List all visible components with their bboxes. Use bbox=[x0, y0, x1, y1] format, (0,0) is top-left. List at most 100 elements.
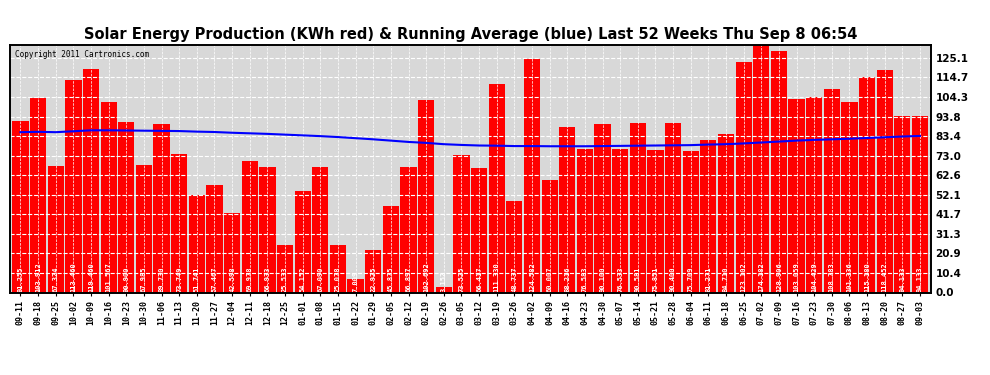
Bar bbox=[277, 244, 293, 292]
Bar bbox=[330, 246, 346, 292]
Bar bbox=[683, 150, 699, 292]
Text: 90.900: 90.900 bbox=[124, 266, 130, 292]
Bar bbox=[259, 167, 275, 292]
Bar bbox=[312, 167, 329, 292]
Text: 48.737: 48.737 bbox=[512, 266, 518, 292]
Text: 69.978: 69.978 bbox=[247, 266, 252, 292]
Bar bbox=[83, 69, 99, 292]
Text: Copyright 2011 Cartronics.com: Copyright 2011 Cartronics.com bbox=[15, 50, 148, 59]
Bar bbox=[577, 149, 593, 292]
Text: 104.429: 104.429 bbox=[811, 262, 817, 292]
Text: 108.783: 108.783 bbox=[829, 262, 835, 292]
Bar bbox=[788, 99, 805, 292]
Bar bbox=[665, 123, 681, 292]
Text: 102.692: 102.692 bbox=[423, 262, 429, 292]
Bar bbox=[542, 180, 557, 292]
Bar bbox=[753, 0, 769, 292]
Bar bbox=[471, 168, 487, 292]
Text: 67.985: 67.985 bbox=[141, 266, 147, 292]
Bar bbox=[436, 286, 451, 292]
Bar bbox=[295, 191, 311, 292]
Bar bbox=[806, 97, 823, 292]
Text: 174.182: 174.182 bbox=[758, 262, 764, 292]
Text: 25.533: 25.533 bbox=[282, 266, 288, 292]
Bar bbox=[894, 116, 911, 292]
Text: 81.271: 81.271 bbox=[705, 266, 712, 292]
Text: 89.730: 89.730 bbox=[158, 266, 164, 292]
Bar bbox=[171, 154, 187, 292]
Text: 66.933: 66.933 bbox=[264, 266, 270, 292]
Bar bbox=[718, 134, 735, 292]
Bar bbox=[189, 195, 205, 292]
Bar bbox=[153, 124, 169, 292]
Text: 118.452: 118.452 bbox=[882, 262, 888, 292]
Bar bbox=[647, 150, 663, 292]
Bar bbox=[206, 185, 223, 292]
Text: 67.090: 67.090 bbox=[318, 266, 324, 292]
Bar bbox=[418, 100, 435, 292]
Bar bbox=[383, 207, 399, 292]
Text: 113.460: 113.460 bbox=[70, 262, 76, 292]
Bar bbox=[101, 102, 117, 292]
Bar bbox=[48, 166, 64, 292]
Text: 66.897: 66.897 bbox=[406, 266, 412, 292]
Text: 75.851: 75.851 bbox=[652, 266, 658, 292]
Text: 3.152: 3.152 bbox=[441, 270, 446, 292]
Text: 67.324: 67.324 bbox=[52, 266, 58, 292]
Bar bbox=[524, 59, 541, 292]
Bar bbox=[347, 279, 363, 292]
Bar bbox=[453, 154, 469, 292]
Bar bbox=[365, 249, 381, 292]
Text: 51.741: 51.741 bbox=[194, 266, 200, 292]
Text: 103.059: 103.059 bbox=[794, 262, 800, 292]
Text: 45.875: 45.875 bbox=[388, 266, 394, 292]
Bar bbox=[612, 149, 629, 292]
Text: 25.078: 25.078 bbox=[335, 266, 341, 292]
Bar bbox=[400, 167, 417, 292]
Bar bbox=[136, 165, 152, 292]
Bar bbox=[736, 62, 751, 292]
Text: 22.925: 22.925 bbox=[370, 266, 376, 292]
Text: 103.912: 103.912 bbox=[35, 262, 42, 292]
Bar bbox=[242, 161, 257, 292]
Text: 111.330: 111.330 bbox=[494, 262, 500, 292]
Bar bbox=[118, 122, 135, 292]
Bar bbox=[912, 116, 929, 292]
Text: 75.709: 75.709 bbox=[688, 266, 694, 292]
Bar bbox=[594, 124, 611, 292]
Bar bbox=[224, 213, 241, 292]
Text: 66.417: 66.417 bbox=[476, 266, 482, 292]
Text: 101.336: 101.336 bbox=[846, 262, 852, 292]
Text: 7.009: 7.009 bbox=[352, 270, 358, 292]
Text: 128.906: 128.906 bbox=[776, 262, 782, 292]
Bar bbox=[30, 98, 47, 292]
Text: 73.749: 73.749 bbox=[176, 266, 182, 292]
Title: Solar Energy Production (KWh red) & Running Average (blue) Last 52 Weeks Thu Sep: Solar Energy Production (KWh red) & Runn… bbox=[83, 27, 857, 42]
Bar bbox=[65, 80, 81, 292]
Text: 90.100: 90.100 bbox=[600, 266, 606, 292]
Bar bbox=[842, 102, 857, 292]
Text: 73.525: 73.525 bbox=[458, 266, 464, 292]
Bar bbox=[859, 76, 875, 292]
Text: 90.400: 90.400 bbox=[670, 266, 676, 292]
Text: 115.180: 115.180 bbox=[864, 262, 870, 292]
Text: 119.460: 119.460 bbox=[88, 262, 94, 292]
Text: 60.007: 60.007 bbox=[546, 266, 552, 292]
Text: 123.102: 123.102 bbox=[741, 262, 746, 292]
Text: 101.567: 101.567 bbox=[106, 262, 112, 292]
Text: 76.583: 76.583 bbox=[582, 266, 588, 292]
Text: 94.133: 94.133 bbox=[899, 266, 906, 292]
Bar bbox=[700, 140, 717, 292]
Text: 88.216: 88.216 bbox=[564, 266, 570, 292]
Text: 124.582: 124.582 bbox=[529, 262, 535, 292]
Bar bbox=[489, 84, 505, 292]
Text: 42.598: 42.598 bbox=[229, 266, 236, 292]
Bar bbox=[771, 51, 787, 292]
Bar bbox=[559, 127, 575, 292]
Text: 54.152: 54.152 bbox=[300, 266, 306, 292]
Bar bbox=[630, 123, 645, 292]
Text: 94.133: 94.133 bbox=[917, 266, 923, 292]
Bar bbox=[506, 201, 523, 292]
Text: 57.467: 57.467 bbox=[212, 266, 218, 292]
Text: 84.710: 84.710 bbox=[723, 266, 729, 292]
